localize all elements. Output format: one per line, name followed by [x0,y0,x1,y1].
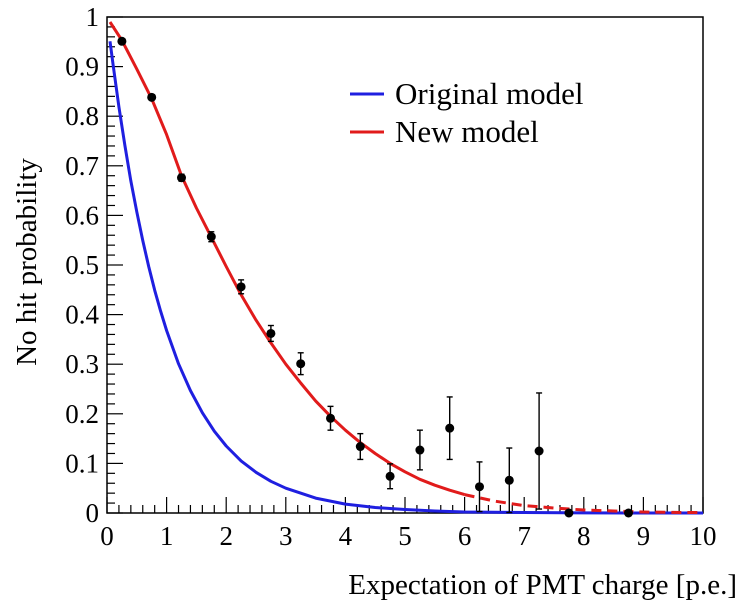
y-tick-label: 1 [86,2,100,32]
data-point [117,36,127,46]
x-tick-label: 10 [690,521,717,551]
y-tick-label: 0.8 [65,101,99,131]
x-tick-label: 7 [517,521,531,551]
data-point [445,423,455,433]
data-point [177,173,186,183]
y-tick-label: 0 [86,498,100,528]
x-axis-ticks: 0 1 2 3 4 5 6 7 8 9 10 [100,497,717,551]
data-point [326,413,335,423]
y-tick-label: 0.1 [65,448,99,478]
data-point [355,442,365,452]
x-axis-title: Expectation of PMT charge [p.e.] [348,569,737,601]
legend: Original model New model [350,76,584,149]
y-tick-label: 0.5 [65,250,99,280]
data-points-layer [117,36,633,518]
data-point [475,482,484,492]
x-tick-label: 2 [219,521,233,551]
data-point [624,508,633,518]
data-point [415,445,425,455]
data-point [564,508,574,518]
x-tick-label: 6 [458,521,472,551]
data-point [266,328,276,338]
x-tick-label: 1 [160,521,174,551]
data-point [147,92,157,102]
data-point [236,282,246,292]
y-tick-label: 0.4 [65,300,99,330]
data-point [534,446,544,456]
y-tick-label: 0.3 [65,349,99,379]
original-model-curve [108,41,703,515]
y-axis-ticks: 0 0.1 0.2 0.3 0.4 0.5 0.6 0.7 0.8 0.9 1 [65,2,123,528]
x-tick-label: 9 [637,521,651,551]
data-point [296,359,306,369]
data-point [385,471,395,481]
x-tick-label: 3 [279,521,293,551]
legend-label-original-model: Original model [395,76,584,111]
x-tick-label: 4 [339,521,353,551]
y-tick-label: 0.7 [65,151,99,181]
new-model-curve-extension [464,493,704,515]
x-tick-label: 8 [577,521,591,551]
y-tick-label: 0.2 [65,399,99,429]
x-tick-label: 0 [100,521,114,551]
series-layer [108,21,704,515]
legend-label-new-model: New model [395,114,539,149]
y-tick-label: 0.6 [65,200,99,230]
new-model-curve [108,21,466,497]
y-tick-label: 0.9 [65,52,99,82]
data-point [206,232,216,242]
data-point [504,475,514,485]
x-tick-label: 5 [398,521,412,551]
y-axis-title: No hit probability [11,158,43,366]
